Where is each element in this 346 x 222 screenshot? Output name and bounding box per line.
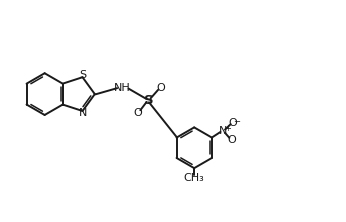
Text: O: O: [228, 118, 237, 128]
Text: NH: NH: [114, 83, 131, 93]
Text: −: −: [233, 117, 240, 126]
Text: O: O: [227, 135, 236, 145]
Text: S: S: [79, 70, 86, 80]
Text: O: O: [134, 108, 143, 118]
Text: S: S: [144, 93, 153, 107]
Text: N: N: [79, 109, 88, 119]
Text: N: N: [219, 126, 227, 136]
Text: +: +: [224, 124, 231, 133]
Text: CH₃: CH₃: [184, 173, 204, 183]
Text: O: O: [156, 83, 165, 93]
